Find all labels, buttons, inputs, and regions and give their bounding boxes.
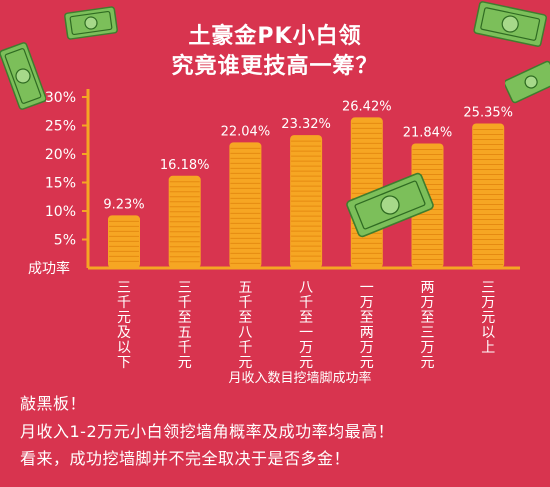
bar <box>472 123 505 268</box>
footnote-line2: 看来，成功挖墙脚并不完全取决于是否多金！ <box>20 449 351 468</box>
x-tick-label: 八千至一万元 <box>299 280 313 371</box>
y-tick-label: 15% <box>45 176 76 192</box>
data-label: 9.23% <box>103 197 144 212</box>
x-axis-label: 月收入数目挖墙脚成功率 <box>228 370 371 386</box>
x-tick-label: 三千至五千元 <box>178 280 192 371</box>
y-tick-label: 30% <box>45 90 76 106</box>
chart-title-line2: 究竟谁更技高一筹？ <box>171 54 379 79</box>
y-axis-label: 成功率 <box>28 260 70 277</box>
money-bill-icon <box>473 1 547 47</box>
data-label: 26.42% <box>342 99 392 114</box>
data-label: 21.84% <box>403 126 453 141</box>
chart-title-line1: 土豪金PK小白领 <box>188 24 362 49</box>
money-bill-icon <box>346 172 434 238</box>
data-label: 16.18% <box>160 158 210 173</box>
y-tick-label: 25% <box>45 119 76 135</box>
x-tick-label: 三千元及以下 <box>117 280 131 371</box>
y-tick-label: 5% <box>54 233 76 249</box>
bar <box>229 142 262 268</box>
money-bill-icon <box>505 60 550 104</box>
data-label: 25.35% <box>463 106 513 121</box>
footnote-heading: 敲黑板！ <box>20 394 87 413</box>
data-label: 23.32% <box>281 117 331 132</box>
footnote-line1: 月收入1-2万元小白领挖墙角概率及成功率均最高！ <box>20 422 395 441</box>
money-bill-icon <box>0 42 46 110</box>
y-tick-label: 10% <box>45 204 76 220</box>
money-bill-icon <box>64 6 118 40</box>
x-tick-label: 两万至三万元 <box>421 280 435 371</box>
y-tick-label: 20% <box>45 147 76 163</box>
bar-chart: 5% 10% 15% 20% 25% 30% 成功率 9.23% 三千元及以下 16.18% 三千至… <box>28 89 520 386</box>
x-tick-label: 一万至两万元 <box>360 280 374 371</box>
data-label: 22.04% <box>221 124 271 139</box>
x-tick-label: 五千至八千元 <box>238 280 252 371</box>
x-tick-label: 三万元以上 <box>481 280 495 356</box>
